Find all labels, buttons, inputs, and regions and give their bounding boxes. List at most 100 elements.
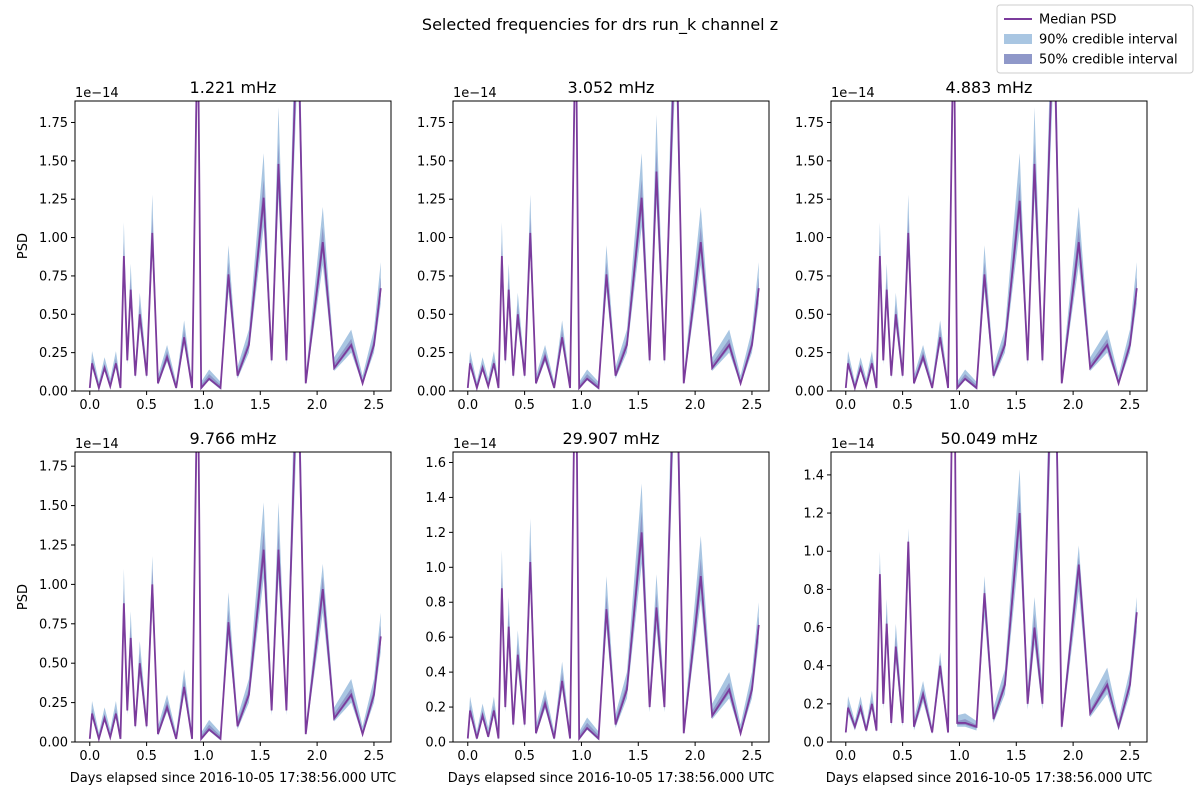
legend-swatch <box>1004 34 1032 44</box>
y-tick-label: 1.50 <box>39 499 68 514</box>
y-tick-label: 1.75 <box>39 460 68 475</box>
panel-title: 9.766 mHz <box>190 429 277 448</box>
legend-label: 50% credible interval <box>1039 53 1178 68</box>
x-tick-label: 0.0 <box>835 398 856 413</box>
legend-label: Median PSD <box>1039 13 1117 28</box>
y-tick-label: 1.75 <box>795 116 824 131</box>
panel-title: 3.052 mHz <box>568 78 655 97</box>
y-tick-label: 1.00 <box>795 231 824 246</box>
x-tick-label: 2.0 <box>307 398 328 413</box>
axes-frame <box>830 100 1148 392</box>
y-tick-label: 0.75 <box>417 269 446 284</box>
x-tick-label: 1.5 <box>628 398 649 413</box>
y-tick-label: 0.00 <box>417 385 446 400</box>
y-tick-label: 1.0 <box>425 561 446 576</box>
axes-frame <box>830 451 1148 743</box>
x-tick-label: 1.0 <box>193 398 214 413</box>
y-tick-label: 1.6 <box>425 456 446 471</box>
y-tick-label: 1.2 <box>425 526 446 541</box>
y-tick-label: 0.25 <box>795 346 824 361</box>
x-tick-label: 2.0 <box>1063 749 1084 764</box>
y-tick-label: 0.8 <box>803 583 824 598</box>
y-tick-label: 0.75 <box>795 269 824 284</box>
plot-area <box>844 452 1138 735</box>
x-tick-label: 0.0 <box>835 749 856 764</box>
y-tick-label: 0.2 <box>425 701 446 716</box>
x-tick-label: 2.5 <box>742 749 763 764</box>
x-tick-label: 0.5 <box>136 398 157 413</box>
legend-frame <box>996 4 1194 74</box>
x-tick-label: 2.5 <box>742 398 763 413</box>
panel-title: 29.907 mHz <box>562 429 659 448</box>
axes-frame <box>452 451 770 743</box>
median-line <box>844 452 1138 733</box>
y-tick-label: 0.00 <box>39 736 68 751</box>
y-tick-label: 1.0 <box>803 545 824 560</box>
y-tick-label: 1.50 <box>417 154 446 169</box>
y-tick-label: 1.50 <box>795 154 824 169</box>
y-tick-label: 1.4 <box>425 491 446 506</box>
plot-area <box>466 101 760 391</box>
median-line <box>466 452 760 742</box>
x-tick-label: 0.0 <box>79 398 100 413</box>
offset-label: 1e−14 <box>831 437 875 452</box>
y-tick-label: 0.6 <box>425 631 446 646</box>
y-tick-label: 0.4 <box>425 666 446 681</box>
ci90-band <box>467 452 759 741</box>
x-tick-label: 1.0 <box>193 749 214 764</box>
y-tick-label: 0.2 <box>803 697 824 712</box>
y-tick-label: 1.00 <box>417 231 446 246</box>
x-tick-label: 1.5 <box>628 749 649 764</box>
figure-title: Selected frequencies for drs run_k chann… <box>422 15 778 35</box>
y-tick-label: 0.50 <box>39 308 68 323</box>
axes-frame <box>74 100 392 392</box>
x-axis-label: Days elapsed since 2016-10-05 17:38:56.0… <box>826 771 1152 786</box>
legend-swatch <box>1004 54 1032 64</box>
offset-label: 1e−14 <box>831 86 875 101</box>
y-tick-label: 1.00 <box>39 231 68 246</box>
panel-title: 50.049 mHz <box>940 429 1037 448</box>
y-tick-label: 1.25 <box>795 193 824 208</box>
y-tick-label: 1.00 <box>39 578 68 593</box>
x-tick-label: 2.0 <box>307 749 328 764</box>
y-tick-label: 0.0 <box>803 736 824 751</box>
x-tick-label: 1.0 <box>949 749 970 764</box>
offset-label: 1e−14 <box>453 437 497 452</box>
x-axis-label: Days elapsed since 2016-10-05 17:38:56.0… <box>448 771 774 786</box>
x-tick-label: 2.0 <box>1063 398 1084 413</box>
axes-frame <box>452 100 770 392</box>
y-tick-label: 0.00 <box>795 385 824 400</box>
y-tick-label: 0.25 <box>39 346 68 361</box>
x-tick-label: 0.5 <box>136 749 157 764</box>
median-line <box>466 101 760 391</box>
y-tick-label: 0.50 <box>795 308 824 323</box>
y-tick-label: 0.4 <box>803 659 824 674</box>
y-tick-label: 1.4 <box>803 468 824 483</box>
x-tick-label: 1.5 <box>250 749 271 764</box>
offset-label: 1e−14 <box>75 86 119 101</box>
x-tick-label: 0.0 <box>457 749 478 764</box>
y-tick-label: 0.0 <box>425 736 446 751</box>
y-tick-label: 1.25 <box>39 193 68 208</box>
x-tick-label: 0.0 <box>457 398 478 413</box>
y-tick-label: 0.6 <box>803 621 824 636</box>
median-line <box>844 101 1138 391</box>
x-tick-label: 2.5 <box>364 398 385 413</box>
y-tick-label: 1.75 <box>39 116 68 131</box>
offset-label: 1e−14 <box>75 437 119 452</box>
axes-frame <box>74 451 392 743</box>
x-tick-label: 2.5 <box>1120 398 1141 413</box>
x-tick-label: 0.5 <box>892 398 913 413</box>
plot-area <box>466 452 760 742</box>
x-tick-label: 0.5 <box>514 398 535 413</box>
x-tick-label: 1.5 <box>1006 749 1027 764</box>
y-tick-label: 0.00 <box>39 385 68 400</box>
y-tick-label: 0.25 <box>417 346 446 361</box>
plot-area <box>88 101 382 391</box>
legend-label: 90% credible interval <box>1039 33 1178 48</box>
x-tick-label: 1.0 <box>571 398 592 413</box>
y-axis-label: PSD <box>16 584 31 610</box>
x-tick-label: 2.0 <box>685 749 706 764</box>
median-line <box>88 452 382 742</box>
